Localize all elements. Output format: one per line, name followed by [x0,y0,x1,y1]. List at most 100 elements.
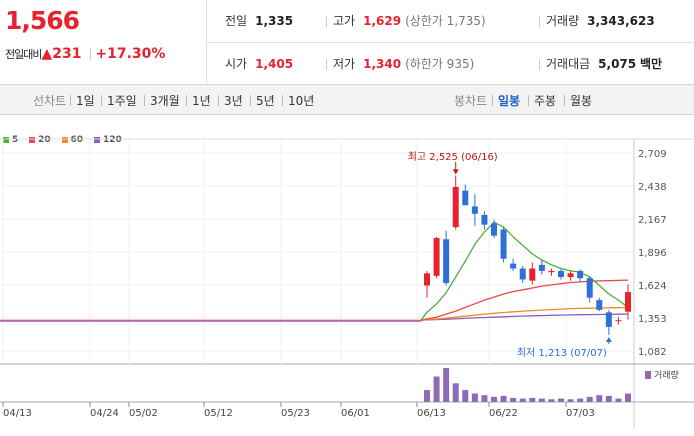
stat-label: 거래량 [546,14,580,28]
candle-body [443,239,450,284]
min-price-annotation: 최저 1,213 (07/07) [517,347,607,359]
divider [326,59,327,70]
volume-bar [452,383,459,402]
x-tick-label: 05/12 [204,408,233,419]
divider [539,16,540,27]
divider [101,95,102,106]
divider [282,95,283,106]
divider [326,16,327,27]
x-tick-label: 06/01 [341,408,370,419]
chart-axes: 2,709 2,438 2,167 1,896 1,624 1,353 1,082 04/13… [2,149,679,419]
volume-bar [538,398,545,402]
divider [492,95,493,106]
line-ma60 [420,306,629,321]
candle-weekly[interactable]: 주봉 [534,94,557,108]
candle-monthly[interactable]: 월봉 [570,94,593,108]
volume-bar [567,399,574,402]
change-label: 전일대비 [5,48,42,61]
volume-bar [586,396,593,402]
volume-bar [424,390,430,402]
stock-summary-header: 1,566 전일대비▲231 | +17.30% 전일 1,335 시가 1,405 … [0,0,694,85]
line-ma120 [420,313,629,321]
divider [539,59,540,70]
candle-body [491,223,497,236]
stat-volume: 거래량 3,343,623 [539,12,655,29]
volume-bar [481,395,488,402]
line-ma5 [420,221,629,321]
stock-chart[interactable]: 2,709 2,438 2,167 1,896 1,624 1,353 1,082 04/13… [0,114,694,436]
chart-toolbar: 선차트 1일 1주일 3개월 1년 3년 5년 10년 봉차트 일봉 주봉 월봉 [0,85,694,115]
line-chart-tab[interactable]: 선차트 [33,94,67,108]
y-tick-label: 1,624 [638,281,667,292]
y-tick-label: 2,709 [638,149,667,160]
price-change: 전일대비▲231 | +17.30% [5,46,165,62]
stat-prev-close: 전일 1,335 [225,12,293,29]
volume-bars [424,368,631,402]
candle-body [471,206,478,214]
candle-body [577,270,584,279]
candle-body [433,238,440,276]
divider [528,95,529,106]
stat-value: 1,405 [255,57,294,71]
candle-body [529,268,536,281]
candle-daily[interactable]: 일봉 [498,94,521,108]
change-percent: +17.30% [95,46,166,62]
candle-body [548,270,555,273]
stat-high: 고가 1,629 (상한가 1,735) [326,12,486,29]
volume-bar [605,395,612,402]
candle-body [605,312,612,327]
x-tick-label: 04/24 [90,408,119,419]
current-price: 1,566 [5,6,80,35]
stat-value: 5,075 [598,57,637,71]
volume-bar [519,398,526,402]
x-tick-label: 04/13 [3,408,32,419]
y-tick-label: 2,438 [638,182,667,193]
down-arrow-icon [452,169,459,175]
divider [206,42,694,43]
stat-low: 저가 1,340 (하한가 935) [326,55,474,72]
stat-sub: (상한가 1,735) [405,14,486,28]
x-tick-label: 05/02 [129,408,158,419]
stat-label: 거래대금 [546,57,591,71]
volume-bar [558,398,564,402]
x-tick-label: 06/13 [417,408,446,419]
volume-bar [443,368,450,402]
divider [564,95,565,106]
volume-bar [510,397,517,402]
candle-body [481,214,488,225]
divider [250,95,251,106]
volume-bar [529,397,536,402]
y-tick-label: 1,896 [638,248,667,259]
stat-value: 3,343,623 [587,14,655,28]
period-1y[interactable]: 1년 [192,94,211,108]
volume-legend-swatch [645,371,651,379]
candle-body [567,273,574,278]
max-price-annotation: 최고 2,525 (06/16) [408,151,498,163]
x-tick-label: 06/22 [489,408,518,419]
stat-value: 1,629 [363,14,402,28]
period-1d[interactable]: 1일 [76,94,95,108]
period-10y[interactable]: 10년 [288,94,315,108]
candle-chart-tab[interactable]: 봉차트 [454,94,488,108]
stat-value: 1,335 [255,14,294,28]
up-arrow-icon [605,337,612,343]
candle-body [519,268,526,280]
up-triangle-icon: ▲ [41,46,53,62]
line-ma20 [420,279,629,321]
change-value: 231 [52,46,82,62]
period-5y[interactable]: 5년 [256,94,275,108]
candlesticks [424,175,631,336]
candle-body [452,186,459,228]
period-1w[interactable]: 1주일 [107,94,137,108]
volume-bar [625,393,631,402]
divider [70,95,71,106]
period-3m[interactable]: 3개월 [150,94,180,108]
volume-bar [615,398,622,402]
period-3y[interactable]: 3년 [224,94,243,108]
stat-value: 1,340 [363,57,402,71]
volume-bar [433,376,440,402]
moving-average-lines [0,221,629,322]
divider: | [88,47,93,61]
candle-body [510,263,517,269]
candle-body [586,278,593,298]
